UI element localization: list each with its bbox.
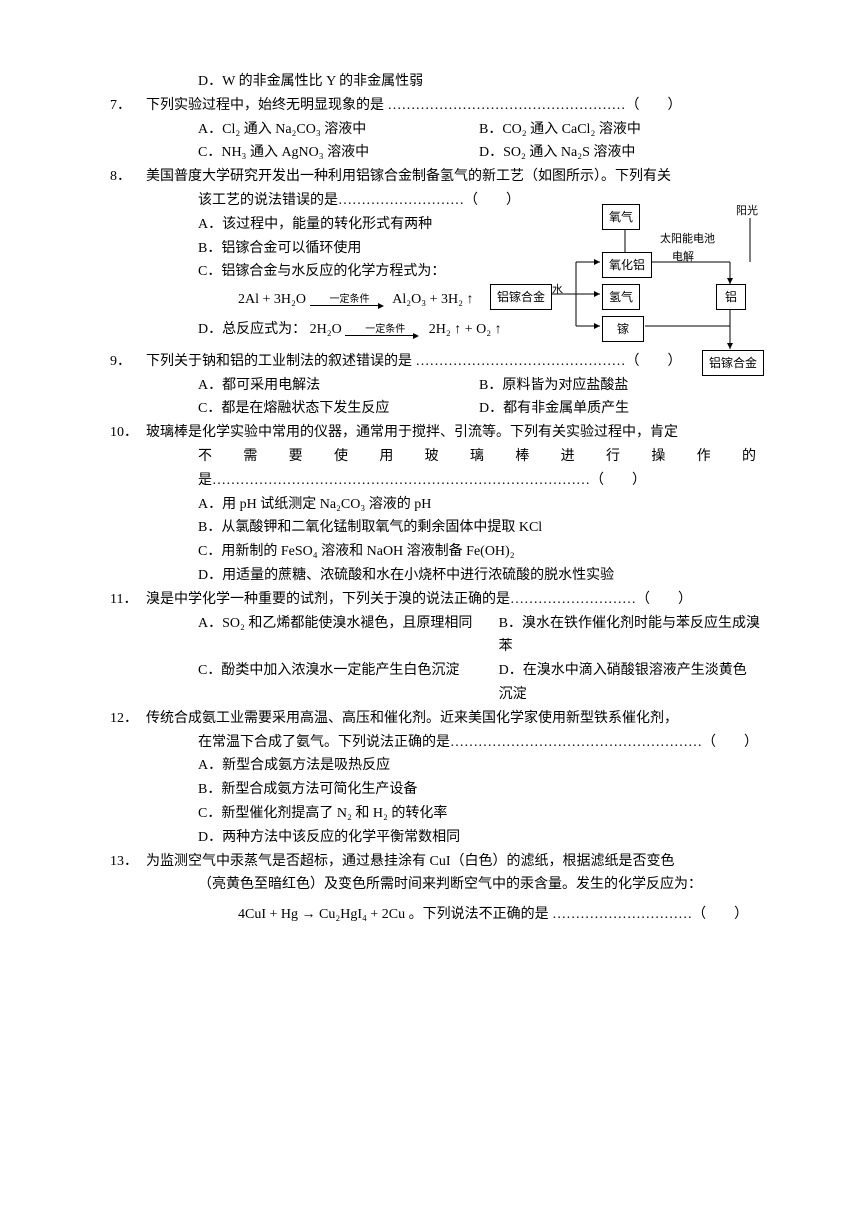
- q7-stem: 下列实验过程中，始终无明显现象的是 ……………………………………………（ ）: [146, 94, 760, 118]
- q8-num: 8．: [110, 165, 146, 189]
- q12-opt-D: D．两种方法中该反应的化学平衡常数相同: [110, 826, 760, 850]
- q9-opt-C: C．都是在熔融状态下发生反应: [198, 397, 479, 421]
- q13-num: 13．: [110, 850, 146, 874]
- q11-row1: A．SO₂ 和乙烯都能使溴水褪色，且原理相同 B．溴水在铁作催化剂时能与苯反应生…: [110, 612, 760, 660]
- diagram-water-label: 水: [552, 281, 563, 300]
- q9-num: 9．: [110, 350, 146, 374]
- q9-row1: A．都可采用电解法 B．原料皆为对应盐酸盐: [110, 374, 760, 398]
- q9-opt-B: B．原料皆为对应盐酸盐: [479, 374, 760, 398]
- q8-Ceq-cond: 一定条件: [330, 294, 370, 305]
- q10-opt-D: D．用适量的蔗糖、浓硫酸和水在小烧杯中进行浓硫酸的脱水性实验: [110, 564, 760, 588]
- q12-num: 12．: [110, 707, 146, 731]
- q8-stem1: 美国普度大学研究开发出一种利用铝镓合金制备氢气的新工艺（如图所示）。下列有关: [146, 165, 760, 189]
- q11-num: 11．: [110, 588, 146, 612]
- q7: 7． 下列实验过程中，始终无明显现象的是 ……………………………………………（ …: [110, 94, 760, 118]
- q8-Ceq-left: 2Al + 3H₂O: [238, 292, 306, 307]
- diagram-al-box: 铝: [716, 284, 746, 310]
- q10-stem2a: 不需要使用玻璃棒进行操作的: [110, 445, 760, 469]
- q13: 13． 为监测空气中汞蒸气是否超标，通过悬挂涂有 CuI（白色）的滤纸，根据滤纸…: [110, 850, 760, 874]
- q12-stem1: 传统合成氨工业需要采用高温、高压和催化剂。近来美国化学家使用新型铁系催化剂，: [146, 707, 760, 731]
- q11-opt-A: A．SO₂ 和乙烯都能使溴水褪色，且原理相同: [198, 612, 499, 660]
- q11-opt-C: C．酚类中加入浓溴水一定能产生白色沉淀: [198, 659, 499, 707]
- q11-stem: 溴是中学化学一种重要的试剂，下列关于溴的说法正确的是………………………（ ）: [146, 588, 760, 612]
- q10-stem1: 玻璃棒是化学实验中常用的仪器，通常用于搅拌、引流等。下列有关实验过程中，肯定: [146, 421, 760, 445]
- diagram-electrolysis-label: 电解: [672, 248, 694, 267]
- q12-stem2: 在常温下合成了氨气。下列说法正确的是………………………………………………（ ）: [110, 731, 760, 755]
- diagram-alumina-box: 氧化铝: [602, 252, 652, 278]
- q9-opt-D: D．都有非金属单质产生: [479, 397, 760, 421]
- q9-opt-A: A．都可采用电解法: [198, 374, 479, 398]
- q7-opt-D: D．SO₂ 通入 Na₂S 溶液中: [479, 141, 760, 165]
- q12-opt-C: C．新型催化剂提高了 N₂ 和 H₂ 的转化率: [110, 802, 760, 826]
- q10-num: 10．: [110, 421, 146, 445]
- q8-D-cond: 一定条件: [365, 324, 405, 335]
- q10: 10． 玻璃棒是化学实验中常用的仪器，通常用于搅拌、引流等。下列有关实验过程中，…: [110, 421, 760, 445]
- q8-D-pre: D．总反应式为： 2H₂O: [198, 322, 342, 337]
- q6-opt-D: D．W 的非金属性比 Y 的非金属性弱: [110, 70, 760, 94]
- q7-num: 7．: [110, 94, 146, 118]
- diagram-sun-label: 阳光: [736, 202, 758, 221]
- arrow-icon: 一定条件: [310, 291, 390, 308]
- diagram-alloy-out-box: 铝镓合金: [702, 350, 764, 376]
- q11-opt-B: B．溴水在铁作催化剂时能与苯反应生成溴苯: [499, 612, 760, 660]
- q8-Ceq-right: Al₂O₃ + 3H₂ ↑: [392, 292, 473, 307]
- arrow-icon: 一定条件: [345, 321, 425, 338]
- q7-opt-A: A．Cl₂ 通入 Na₂CO₃ 溶液中: [198, 118, 479, 142]
- diagram-oxygen-box: 氧气: [602, 204, 640, 230]
- q11-opt-D: D．在溴水中滴入硝酸银溶液产生淡黄色沉淀: [499, 659, 760, 707]
- diagram-h2-box: 氢气: [602, 284, 640, 310]
- q13-eq: 4CuI + Hg → Cu₂HgI₄ + 2Cu 。下列说法不正确的是 …………: [110, 903, 760, 927]
- q7-row2: C．NH₃ 通入 AgNO₃ 溶液中 D．SO₂ 通入 Na₂S 溶液中: [110, 141, 760, 165]
- q12-opt-A: A．新型合成氨方法是吸热反应: [110, 754, 760, 778]
- q11: 11． 溴是中学化学一种重要的试剂，下列关于溴的说法正确的是………………………（…: [110, 588, 760, 612]
- diagram-solar-label: 太阳能电池: [660, 230, 715, 249]
- process-diagram: 阳光 氧气 太阳能电池 电解 氧化铝 铝 铝镓合金 水 氢气 镓 铝镓合金: [490, 204, 800, 374]
- diagram-alloy-in-box: 铝镓合金: [490, 284, 552, 310]
- q10-stem2b: 是………………………………………………………………………（ ）: [110, 469, 760, 493]
- q13-stem1: 为监测空气中汞蒸气是否超标，通过悬挂涂有 CuI（白色）的滤纸，根据滤纸是否变色: [146, 850, 760, 874]
- q12: 12． 传统合成氨工业需要采用高温、高压和催化剂。近来美国化学家使用新型铁系催化…: [110, 707, 760, 731]
- q7-row1: A．Cl₂ 通入 Na₂CO₃ 溶液中 B．CO₂ 通入 CaCl₂ 溶液中: [110, 118, 760, 142]
- q10-opt-A: A．用 pH 试纸测定 Na₂CO₃ 溶液的 pH: [110, 493, 760, 517]
- q13-stem2: （亮黄色至暗红色）及变色所需时间来判断空气中的汞含量。发生的化学反应为：: [110, 873, 760, 897]
- q10-opt-C: C．用新制的 FeSO₄ 溶液和 NaOH 溶液制备 Fe(OH)₂: [110, 540, 760, 564]
- q8: 8． 美国普度大学研究开发出一种利用铝镓合金制备氢气的新工艺（如图所示）。下列有…: [110, 165, 760, 189]
- q11-row2: C．酚类中加入浓溴水一定能产生白色沉淀 D．在溴水中滴入硝酸银溶液产生淡黄色沉淀: [110, 659, 760, 707]
- q10-opt-B: B．从氯酸钾和二氧化锰制取氧气的剩余固体中提取 KCl: [110, 516, 760, 540]
- q9-row2: C．都是在熔融状态下发生反应 D．都有非金属单质产生: [110, 397, 760, 421]
- q12-opt-B: B．新型合成氨方法可简化生产设备: [110, 778, 760, 802]
- diagram-ga-box: 镓: [602, 316, 644, 342]
- q7-opt-B: B．CO₂ 通入 CaCl₂ 溶液中: [479, 118, 760, 142]
- q7-opt-C: C．NH₃ 通入 AgNO₃ 溶液中: [198, 141, 479, 165]
